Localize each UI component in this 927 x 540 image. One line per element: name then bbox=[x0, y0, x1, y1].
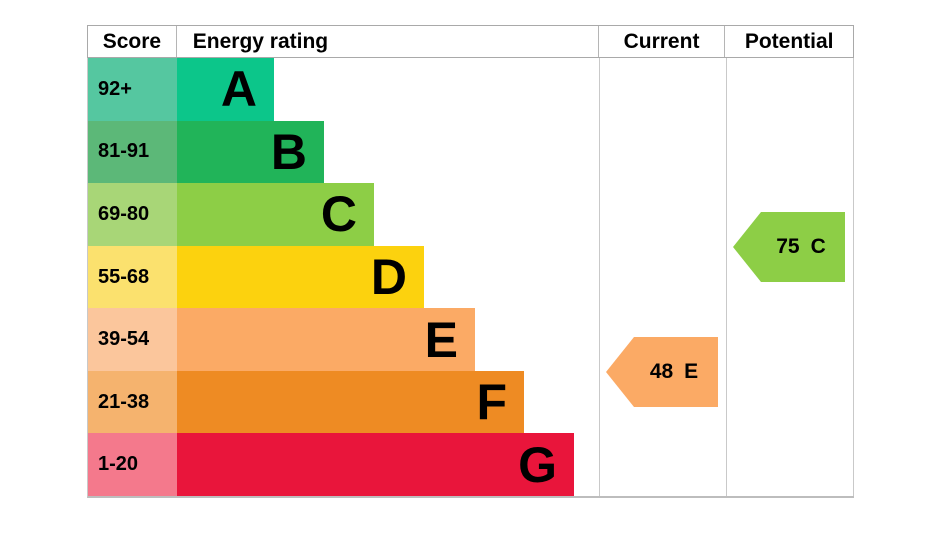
table-body: 92+ A 81-91 B 69-80 C bbox=[87, 58, 854, 498]
epc-table: Score Energy rating Current Potential 92… bbox=[87, 25, 854, 498]
band-score-label: 39-54 bbox=[98, 328, 150, 351]
column-header-potential: Potential bbox=[724, 26, 853, 57]
band-row-g: 1-20 G bbox=[88, 433, 854, 497]
band-row-c: 69-80 C bbox=[88, 183, 854, 246]
band-score-cell: 69-80 bbox=[88, 183, 177, 246]
band-letter: E bbox=[424, 311, 458, 368]
current-rating-band: E bbox=[684, 360, 699, 383]
band-row-e: 39-54 E bbox=[88, 308, 854, 371]
band-bar: F bbox=[177, 370, 524, 434]
band-score-label: 55-68 bbox=[98, 265, 150, 288]
band-bar: G bbox=[177, 433, 574, 497]
band-bar: E bbox=[177, 308, 475, 371]
band-bar: C bbox=[177, 183, 374, 246]
column-header-score: Score bbox=[88, 26, 177, 57]
column-divider-right-edge bbox=[853, 58, 854, 496]
band-row-a: 92+ A bbox=[88, 58, 854, 121]
band-bar: A bbox=[177, 58, 274, 121]
band-letter: B bbox=[270, 123, 307, 180]
potential-rating-value: 75 bbox=[776, 235, 800, 258]
band-letter: G bbox=[518, 436, 557, 493]
band-row-f: 21-38 F bbox=[88, 370, 854, 434]
column-header-energy-rating: Energy rating bbox=[192, 29, 329, 53]
band-letter: F bbox=[476, 374, 507, 431]
band-score-cell: 21-38 bbox=[88, 370, 177, 434]
band-score-label: 69-80 bbox=[98, 202, 150, 225]
band-letter: C bbox=[320, 186, 357, 243]
band-score-cell: 1-20 bbox=[88, 433, 177, 497]
column-divider-current-left bbox=[599, 58, 600, 496]
band-row-d: 55-68 D bbox=[88, 245, 854, 309]
band-letter: A bbox=[220, 61, 257, 118]
band-score-label: 1-20 bbox=[98, 453, 139, 476]
potential-rating-band: C bbox=[810, 235, 826, 258]
current-rating-value: 48 bbox=[649, 360, 674, 383]
band-score-label: 81-91 bbox=[98, 140, 150, 163]
band-score-cell: 81-91 bbox=[88, 120, 177, 184]
band-score-cell: 92+ bbox=[88, 58, 177, 121]
column-divider-potential-left bbox=[726, 58, 727, 496]
band-bar: D bbox=[177, 245, 424, 309]
potential-rating-arrow: 75 C bbox=[733, 212, 845, 282]
band-row-b: 81-91 B bbox=[88, 120, 854, 184]
band-score-label: 92+ bbox=[98, 77, 132, 100]
band-letter: D bbox=[370, 249, 407, 306]
band-score-label: 21-38 bbox=[98, 390, 150, 413]
band-score-cell: 55-68 bbox=[88, 245, 177, 309]
column-header-current: Current bbox=[597, 26, 725, 57]
band-bar: B bbox=[177, 120, 324, 184]
band-score-cell: 39-54 bbox=[88, 308, 177, 371]
table-header-row: Score Energy rating Current Potential bbox=[87, 25, 854, 58]
current-rating-arrow: 48 E bbox=[606, 337, 718, 407]
